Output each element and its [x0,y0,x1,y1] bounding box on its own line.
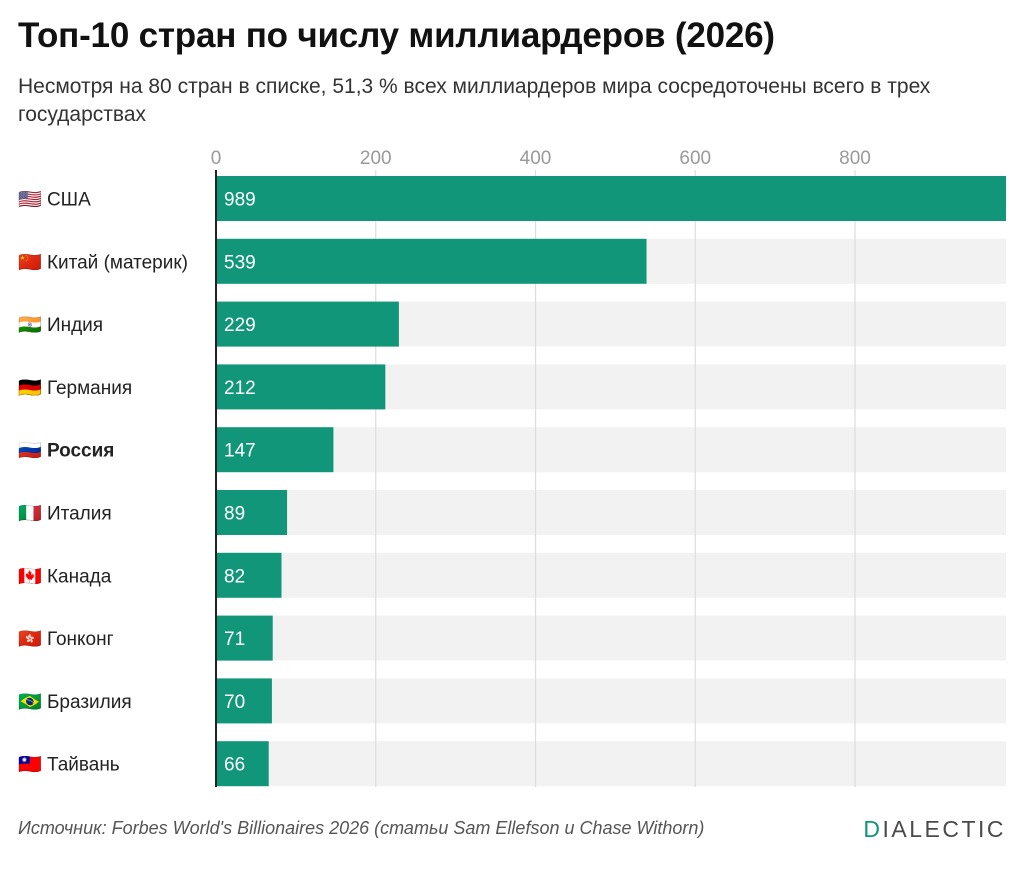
category-name: Бразилия [47,692,132,713]
bar [216,238,647,284]
bars: 989 539 229 212 147 89 82 71 70 66 [216,176,1006,787]
flag-icon: 🇺🇸 [18,189,47,211]
category-name: Индия [47,315,103,336]
bar-track [216,427,1006,473]
category-name: Россия [47,441,114,462]
bar [216,552,282,598]
brand-logo-rest: IALECTIC [882,816,1006,842]
chart-title: Топ-10 стран по числу миллиардеров (2026… [18,16,775,55]
category-label: 🇮🇹 Италия [18,503,112,525]
bar-value-label: 147 [224,441,256,462]
bar-track [216,741,1006,787]
flag-icon: 🇮🇳 [18,314,47,336]
bar-value-label: 70 [224,692,245,713]
x-axis-ticks: 0 200 400 600 800 [211,148,871,169]
bar [216,490,288,535]
bar [216,301,399,347]
brand-logo-accent: D [863,816,883,842]
category-label: 🇺🇸 США [18,189,91,211]
category-label: 🇭🇰 Гонконг [18,628,114,650]
flag-icon: 🇹🇼 [18,754,47,776]
bar-track [216,490,1006,535]
category-name: Канада [47,566,112,587]
bar-value-label: 82 [224,566,245,587]
bar [216,364,386,410]
flag-icon: 🇩🇪 [18,377,47,399]
flag-icon: 🇧🇷 [18,691,47,713]
flag-icon: 🇨🇦 [18,565,47,587]
category-name: Тайвань [47,755,120,776]
bar-value-label: 539 [224,252,256,273]
category-name: США [47,190,91,211]
bar-value-label: 89 [224,504,245,525]
bar-value-label: 71 [224,629,245,650]
x-tick-label: 800 [839,148,871,169]
bar [216,678,272,724]
category-label: 🇨🇳 Китай (материк) [18,251,188,273]
brand-logo: DIALECTIC [863,816,1006,843]
category-name: Германия [47,378,132,399]
bar [216,427,334,473]
bar [216,176,1006,221]
category-label: 🇮🇳 Индия [18,314,103,336]
x-tick-label: 600 [679,148,711,169]
x-tick-label: 400 [520,148,552,169]
category-name: Гонконг [47,629,114,650]
bar-value-label: 229 [224,315,256,336]
flag-icon: 🇷🇺 [18,440,47,462]
flag-icon: 🇮🇹 [18,503,47,525]
x-tick-label: 0 [211,148,222,169]
chart-subtitle: Несмотря на 80 стран в списке, 51,3 % вс… [18,75,931,126]
category-name: Китай (материк) [47,252,188,273]
bar-value-label: 66 [224,755,245,776]
bar-track [216,615,1006,661]
category-name: Италия [47,504,112,525]
bar [216,615,273,661]
bar-track [216,552,1006,598]
category-label: 🇧🇷 Бразилия [18,691,132,713]
flag-icon: 🇭🇰 [18,628,47,650]
category-label: 🇨🇦 Канада [18,565,112,587]
bar [216,741,269,787]
row-labels: 🇺🇸 США 🇨🇳 Китай (материк) 🇮🇳 Индия 🇩🇪 Герма… [18,189,188,776]
source-note: Источник: Forbes World's Billionaires 20… [18,818,705,838]
category-label: 🇷🇺 Россия [18,440,114,462]
flag-icon: 🇨🇳 [18,251,47,273]
bar-value-label: 212 [224,378,256,399]
category-label: 🇹🇼 Тайвань [18,754,120,776]
x-tick-label: 200 [360,148,392,169]
category-label: 🇩🇪 Германия [18,377,132,399]
bar-value-label: 989 [224,190,256,211]
bar-track [216,678,1006,724]
